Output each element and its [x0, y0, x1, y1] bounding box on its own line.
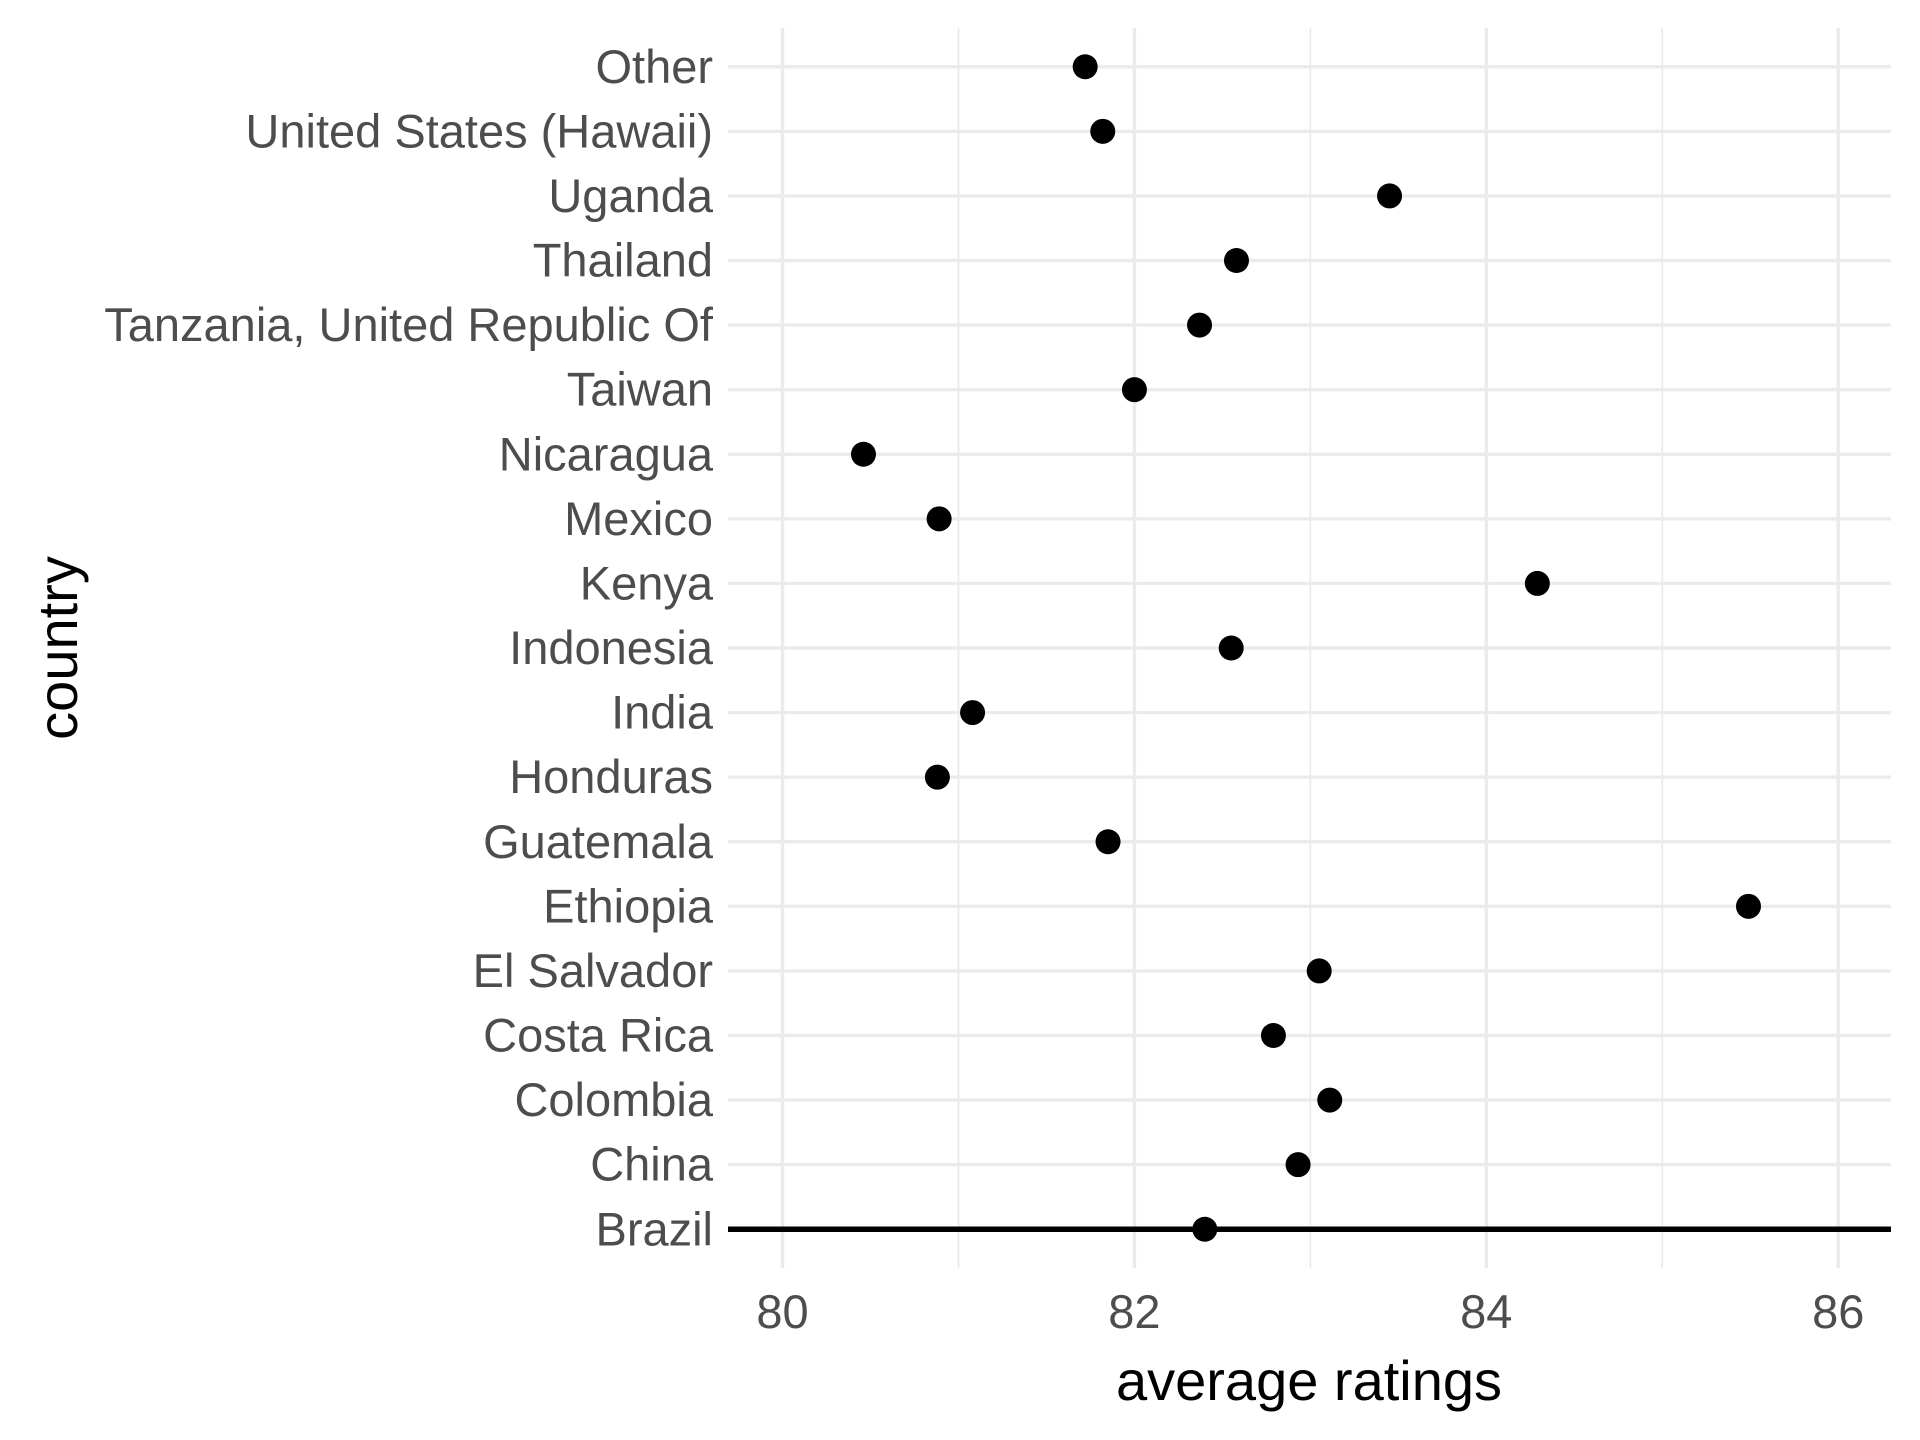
x-axis-title: average ratings	[1115, 1349, 1503, 1412]
y-axis-label-kenya: Kenya	[580, 556, 714, 609]
y-axis-label-guatemala: Guatemala	[483, 815, 714, 868]
y-axis-label-el-salvador: El Salvador	[473, 944, 713, 997]
point-china	[1285, 1152, 1311, 1178]
y-axis-label-mexico: Mexico	[564, 492, 713, 545]
point-india	[960, 700, 986, 726]
point-other	[1072, 54, 1098, 80]
y-axis-label-honduras: Honduras	[509, 750, 713, 803]
y-axis-label-ethiopia: Ethiopia	[543, 879, 714, 932]
point-ethiopia	[1735, 893, 1761, 919]
point-costa-rica	[1260, 1023, 1286, 1048]
point-kenya	[1524, 570, 1550, 596]
point-brazil	[1192, 1216, 1218, 1242]
y-axis-label-colombia: Colombia	[514, 1073, 713, 1126]
point-uganda	[1377, 183, 1403, 209]
y-axis-label-thailand: Thailand	[533, 234, 713, 287]
point-united-states-hawaii	[1090, 118, 1116, 144]
y-axis-label-other: Other	[595, 40, 713, 93]
y-axis-label-brazil: Brazil	[595, 1202, 713, 1255]
y-axis-label-nicaragua: Nicaragua	[499, 427, 714, 480]
point-thailand	[1223, 248, 1249, 273]
y-axis-label-taiwan: Taiwan	[567, 363, 713, 416]
point-guatemala	[1095, 829, 1121, 855]
point-colombia	[1317, 1087, 1343, 1113]
point-taiwan	[1121, 377, 1147, 403]
y-axis-label-tanzania-united-republic-of: Tanzania, United Republic Of	[104, 298, 714, 351]
y-axis-label-china: China	[590, 1138, 714, 1191]
point-el-salvador	[1306, 958, 1332, 984]
point-honduras	[924, 764, 950, 790]
point-indonesia	[1218, 635, 1244, 661]
point-tanzania-united-republic-of	[1187, 312, 1213, 338]
y-axis-label-indonesia: Indonesia	[509, 621, 714, 674]
y-axis-title: country	[26, 556, 89, 740]
y-axis-label-uganda: Uganda	[548, 169, 713, 222]
x-axis-tick-label-84: 84	[1460, 1285, 1512, 1338]
x-axis-tick-label-80: 80	[756, 1285, 808, 1338]
y-axis-label-india: India	[611, 686, 714, 739]
point-mexico	[926, 506, 952, 532]
x-axis-tick-label-82: 82	[1108, 1285, 1160, 1338]
y-axis-label-costa-rica: Costa Rica	[483, 1009, 714, 1062]
x-axis-tick-label-86: 86	[1812, 1285, 1864, 1338]
y-axis-label-united-states-hawaii: United States (Hawaii)	[245, 104, 713, 157]
point-nicaragua	[850, 441, 876, 467]
